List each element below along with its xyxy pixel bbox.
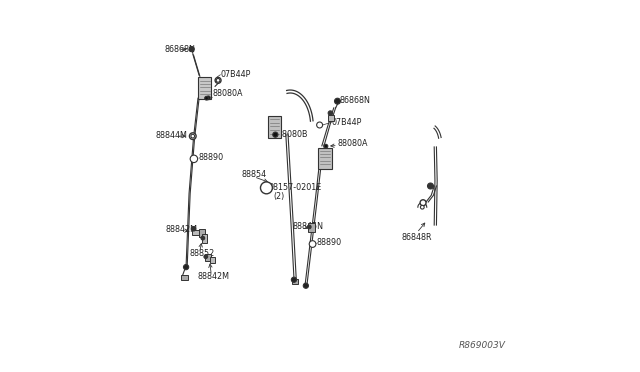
Text: 88842M: 88842M — [197, 272, 229, 280]
Text: 88890: 88890 — [316, 238, 341, 247]
Circle shape — [328, 111, 333, 115]
Bar — [205, 254, 211, 261]
Circle shape — [190, 155, 198, 163]
Text: 86868N: 86868N — [339, 96, 370, 105]
FancyBboxPatch shape — [191, 230, 200, 235]
Circle shape — [291, 277, 296, 282]
Text: 88080A: 88080A — [338, 139, 369, 148]
Text: 88854: 88854 — [242, 170, 267, 179]
Circle shape — [260, 182, 273, 194]
Circle shape — [420, 200, 426, 206]
Circle shape — [428, 183, 433, 189]
Circle shape — [191, 134, 195, 138]
Circle shape — [184, 264, 189, 270]
Text: 88852: 88852 — [189, 249, 214, 258]
FancyBboxPatch shape — [199, 229, 205, 237]
Circle shape — [273, 132, 278, 137]
Circle shape — [189, 46, 195, 52]
FancyBboxPatch shape — [328, 115, 334, 121]
Circle shape — [317, 122, 323, 128]
Circle shape — [307, 225, 311, 229]
Circle shape — [324, 144, 328, 148]
Circle shape — [216, 78, 220, 82]
Circle shape — [204, 255, 207, 259]
Bar — [308, 223, 315, 232]
Text: 88844M: 88844M — [156, 131, 188, 140]
Bar — [202, 234, 207, 243]
Text: 86848R: 86848R — [402, 233, 433, 242]
Bar — [292, 279, 298, 284]
Text: 88080B: 88080B — [277, 130, 308, 139]
Circle shape — [215, 77, 221, 83]
Circle shape — [205, 96, 209, 100]
Circle shape — [420, 205, 424, 209]
Circle shape — [309, 241, 316, 247]
Bar — [181, 275, 188, 280]
Circle shape — [207, 96, 211, 100]
Text: (2): (2) — [273, 192, 284, 201]
FancyBboxPatch shape — [268, 116, 282, 138]
Circle shape — [189, 133, 196, 140]
Circle shape — [201, 236, 205, 240]
Text: 07B44P: 07B44P — [220, 70, 251, 79]
Text: 08157-0201E: 08157-0201E — [269, 183, 322, 192]
Text: 88845N: 88845N — [292, 222, 323, 231]
Circle shape — [335, 98, 340, 104]
Text: R869003V: R869003V — [458, 341, 505, 350]
Text: 88080A: 88080A — [212, 89, 243, 98]
Text: 88890: 88890 — [199, 153, 224, 162]
Bar — [211, 257, 216, 263]
FancyBboxPatch shape — [318, 148, 332, 169]
FancyBboxPatch shape — [198, 77, 211, 99]
Circle shape — [191, 227, 196, 231]
Text: 86868N: 86868N — [164, 45, 195, 54]
Text: 88842M: 88842M — [166, 225, 198, 234]
Circle shape — [303, 283, 308, 288]
Text: 07B44P: 07B44P — [331, 118, 362, 126]
Text: B: B — [264, 183, 269, 192]
